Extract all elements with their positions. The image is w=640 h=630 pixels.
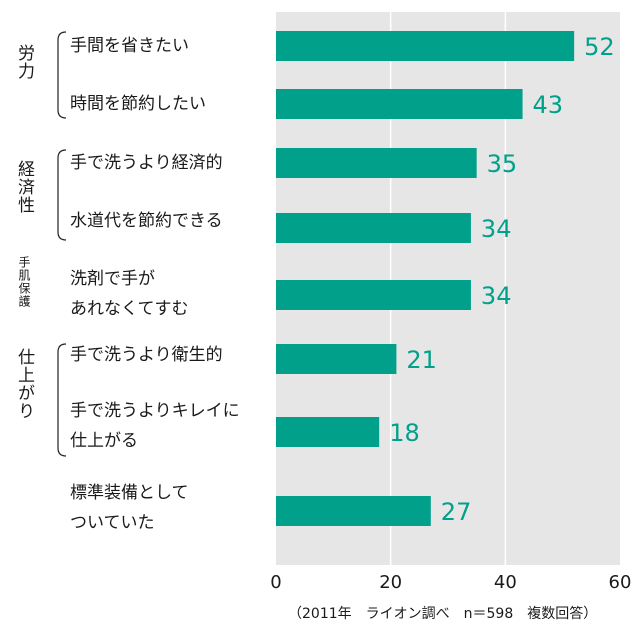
bar-2 — [276, 148, 477, 178]
bar-6 — [276, 417, 380, 447]
x-tick-label-0: 0 — [270, 572, 282, 593]
bar-7 — [276, 496, 431, 526]
bar-3 — [276, 213, 471, 243]
value-label-0: 52 — [584, 33, 615, 61]
value-label-4: 34 — [481, 282, 512, 310]
category-label-standard-equipment: 標準装備として ついていた — [70, 483, 189, 533]
category-label-save-time: 時間を節約したい — [70, 94, 206, 114]
group-label-finish: 仕上がり — [14, 348, 34, 420]
category-label-hygienic: 手で洗うより衛生的 — [70, 345, 223, 365]
category-label-cleaner-finish: 手で洗うよりキレイに 仕上がる — [70, 401, 240, 451]
category-label-save-water: 水道代を節約できる — [70, 211, 223, 231]
group-bracket-1 — [57, 149, 67, 241]
x-tick-label-60: 60 — [608, 572, 632, 593]
value-label-1: 43 — [533, 91, 564, 119]
bar-1 — [276, 89, 523, 119]
value-label-6: 18 — [389, 419, 420, 447]
value-label-5: 21 — [406, 346, 437, 374]
bar-0 — [276, 31, 575, 61]
group-bracket-0 — [57, 31, 67, 119]
bar-4 — [276, 280, 471, 310]
value-label-3: 34 — [481, 215, 512, 243]
group-label-labor: 労力 — [14, 44, 34, 80]
category-label-economical: 手で洗うより経済的 — [70, 153, 223, 173]
bar-5 — [276, 344, 397, 374]
category-label-protect-hands: 洗剤で手が あれなくてすむ — [70, 269, 189, 319]
group-bracket-2 — [57, 343, 67, 457]
value-label-7: 27 — [441, 498, 472, 526]
group-label-skin-protection: 手肌保護 — [17, 256, 31, 308]
category-label-save-effort: 手間を省きたい — [70, 36, 189, 56]
group-label-economy: 経済性 — [14, 160, 34, 214]
source-note: （2011年 ライオン調べ n＝598 複数回答） — [288, 606, 598, 622]
x-tick-label-40: 40 — [493, 572, 517, 593]
x-tick-label-20: 20 — [379, 572, 403, 593]
value-label-2: 35 — [487, 150, 518, 178]
